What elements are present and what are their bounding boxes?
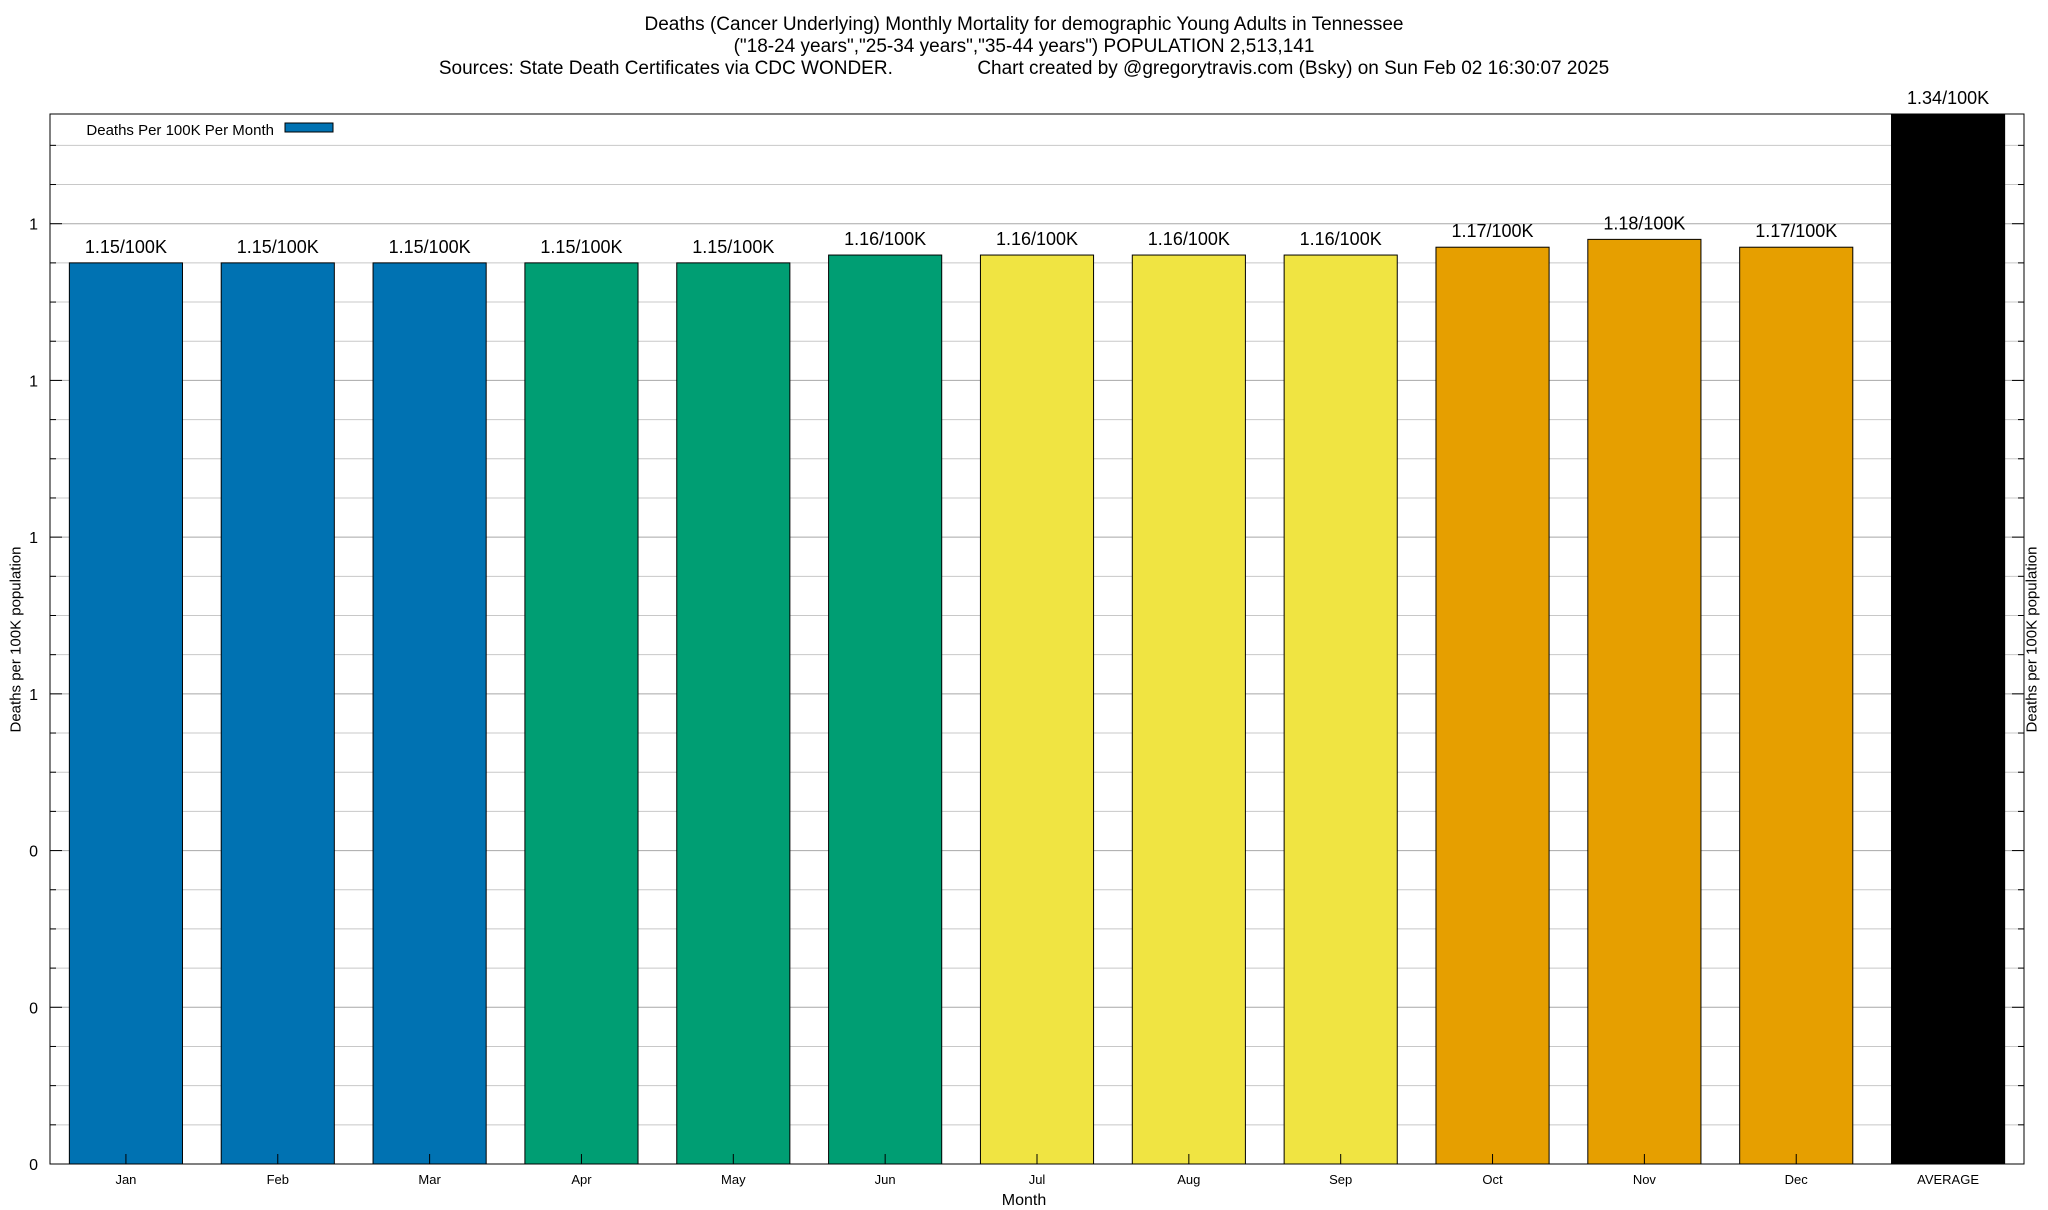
bar-nov bbox=[1587, 238, 1702, 1165]
y-tick-label: 0 bbox=[29, 1000, 38, 1017]
chart-title: Deaths (Cancer Underlying) Monthly Morta… bbox=[0, 14, 2048, 80]
data-label: 1.15/100K bbox=[85, 237, 167, 257]
x-tick-label: Aug bbox=[1177, 1172, 1200, 1187]
y-axis-title-right: Deaths per 100K population bbox=[2023, 546, 2041, 732]
x-axis-title: Month bbox=[1001, 1192, 1047, 1209]
bar-jun bbox=[828, 254, 943, 1165]
bar-mar bbox=[372, 262, 487, 1165]
data-label: 1.34/100K bbox=[1907, 88, 1989, 108]
y-tick-label: 1 bbox=[29, 217, 38, 234]
title-line-1: Deaths (Cancer Underlying) Monthly Morta… bbox=[644, 14, 1404, 35]
data-label: 1.15/100K bbox=[692, 237, 774, 257]
data-label: 1.16/100K bbox=[844, 229, 926, 249]
data-label: 1.16/100K bbox=[996, 229, 1078, 249]
bar-average bbox=[1891, 113, 2006, 1165]
x-tick-label: Feb bbox=[267, 1172, 289, 1187]
y-tick-label: 1 bbox=[29, 373, 38, 390]
bar-jul bbox=[979, 254, 1095, 1165]
data-label: 1.15/100K bbox=[540, 237, 622, 257]
x-tick-label: Nov bbox=[1633, 1172, 1657, 1187]
data-label: 1.17/100K bbox=[1451, 221, 1533, 241]
legend-label: Deaths Per 100K Per Month bbox=[86, 122, 274, 139]
data-label: 1.16/100K bbox=[1148, 229, 1230, 249]
y-tick-label: 1 bbox=[29, 687, 38, 704]
x-tick-label: Jun bbox=[875, 1172, 896, 1187]
x-tick-label: Dec bbox=[1785, 1172, 1809, 1187]
legend-swatch bbox=[284, 122, 334, 133]
x-tick-label: Oct bbox=[1482, 1172, 1503, 1187]
x-tick-label: Sep bbox=[1329, 1172, 1352, 1187]
plot-frame bbox=[49, 113, 2025, 1165]
bar-aug bbox=[1131, 254, 1246, 1165]
x-tick-label: Jul bbox=[1029, 1172, 1046, 1187]
x-tick-label: May bbox=[721, 1172, 746, 1187]
bar-feb bbox=[220, 262, 335, 1165]
x-tick-label: Jan bbox=[115, 1172, 136, 1187]
bar-jan bbox=[68, 262, 183, 1165]
x-tick-label: Mar bbox=[418, 1172, 441, 1187]
x-tick-label: Apr bbox=[571, 1172, 592, 1187]
y-tick-label: 0 bbox=[29, 1157, 38, 1174]
data-label: 1.16/100K bbox=[1300, 229, 1382, 249]
y-tick-label: 0 bbox=[29, 844, 38, 861]
data-label: 1.15/100K bbox=[389, 237, 471, 257]
bar-sep bbox=[1283, 254, 1398, 1165]
data-label: 1.18/100K bbox=[1603, 213, 1685, 233]
y-tick-label: 1 bbox=[29, 530, 38, 547]
bar-may bbox=[676, 262, 791, 1165]
y-axis-title-left: Deaths per 100K population bbox=[7, 546, 25, 732]
x-tick-label: AVERAGE bbox=[1917, 1172, 1979, 1187]
title-line-2: ("18-24 years","25-34 years","35-44 year… bbox=[733, 36, 1315, 57]
title-line-3: Sources: State Death Certificates via CD… bbox=[438, 58, 1610, 79]
data-label: 1.15/100K bbox=[237, 237, 319, 257]
data-label: 1.17/100K bbox=[1755, 221, 1837, 241]
bar-apr bbox=[524, 262, 639, 1165]
bar-dec bbox=[1739, 246, 1854, 1165]
bar-oct bbox=[1435, 246, 1550, 1165]
